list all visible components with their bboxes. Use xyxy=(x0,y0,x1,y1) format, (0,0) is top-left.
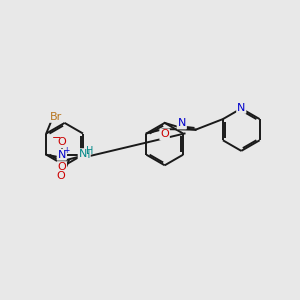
Text: N: N xyxy=(58,150,66,160)
Text: N: N xyxy=(79,149,87,159)
Text: O: O xyxy=(160,129,169,140)
Text: O: O xyxy=(57,137,66,147)
Text: H: H xyxy=(85,146,93,156)
Text: −: − xyxy=(52,133,61,143)
Text: N: N xyxy=(178,118,186,128)
Text: Br: Br xyxy=(50,112,62,122)
Text: N: N xyxy=(237,103,245,113)
Text: O: O xyxy=(57,171,65,181)
Text: +: + xyxy=(63,146,69,155)
Text: O: O xyxy=(57,162,66,172)
Text: H: H xyxy=(82,150,90,160)
